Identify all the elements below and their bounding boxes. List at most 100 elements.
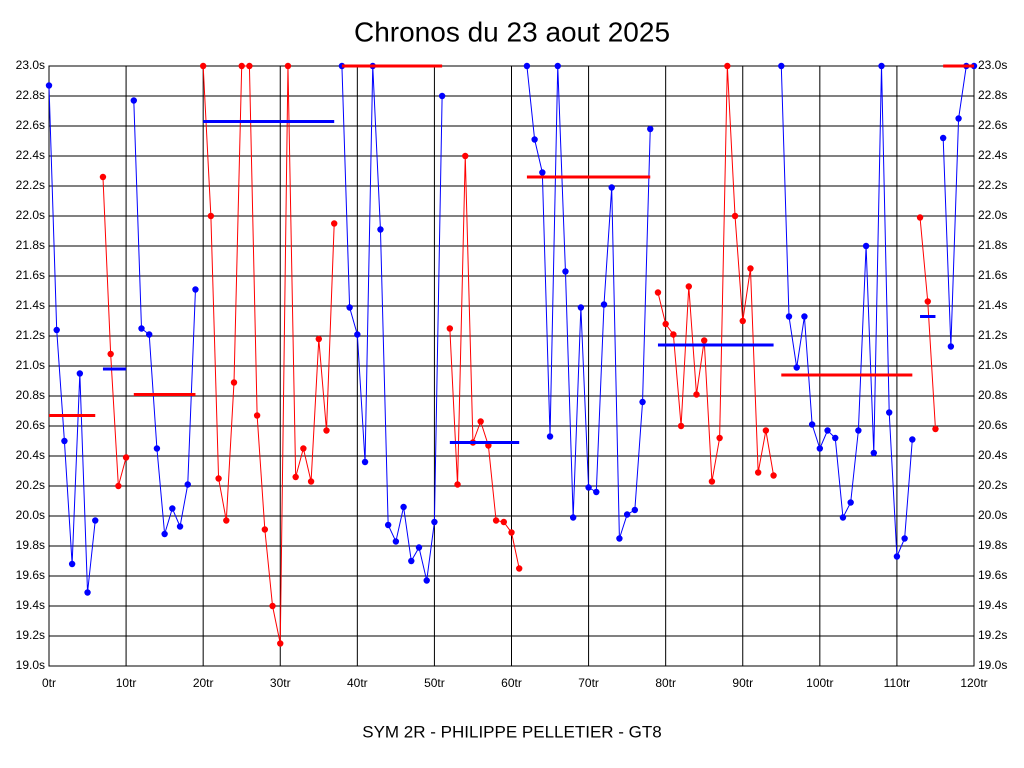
- lap-point: [647, 125, 654, 133]
- y-tick-label: 19.2s: [16, 628, 45, 642]
- lap-point: [677, 422, 685, 430]
- y2-tick-label: 22.8s: [978, 88, 1007, 102]
- lap-point: [847, 499, 854, 506]
- y2-tick-label: 22.0s: [978, 208, 1007, 222]
- lap-point: [423, 577, 430, 584]
- y-tick-label: 22.8s: [16, 88, 45, 102]
- y2-tick-label: 21.8s: [978, 238, 1007, 252]
- lap-point: [500, 518, 507, 526]
- lap-point: [153, 445, 161, 452]
- lap-point: [68, 560, 76, 568]
- lap-point: [384, 521, 392, 529]
- y2-tick-label: 21.0s: [978, 358, 1007, 372]
- x-tick-label: 120tr: [960, 676, 987, 690]
- lap-point: [161, 530, 168, 538]
- lap-point: [400, 503, 407, 511]
- lap-point: [53, 326, 60, 334]
- lap-point: [246, 62, 253, 70]
- lap-point: [824, 427, 831, 434]
- x-tick-label: 100tr: [806, 676, 833, 690]
- y-tick-label: 20.0s: [16, 508, 45, 522]
- x-tick-label: 70tr: [578, 676, 599, 690]
- lap-point: [477, 418, 484, 425]
- lap-point: [639, 398, 646, 406]
- series-line: [102, 176, 127, 487]
- y2-tick-label: 20.2s: [978, 478, 1007, 492]
- x-tick-label: 20tr: [193, 676, 214, 690]
- lap-point: [901, 535, 908, 542]
- lap-point: [253, 412, 261, 419]
- x-tick-label: 40tr: [347, 676, 368, 690]
- y-tick-label: 20.8s: [16, 388, 45, 402]
- lap-point: [277, 640, 284, 647]
- lap-point: [300, 445, 307, 452]
- lap-point: [284, 62, 292, 70]
- lap-point: [539, 169, 546, 176]
- y-tick-label: 20.4s: [16, 448, 45, 462]
- y-tick-label: 19.4s: [16, 598, 45, 612]
- y2-tick-label: 19.0s: [978, 658, 1007, 672]
- y2-tick-label: 19.6s: [978, 568, 1007, 582]
- lap-point: [893, 553, 901, 560]
- y2-tick-label: 20.4s: [978, 448, 1007, 462]
- lap-point: [608, 184, 615, 191]
- lap-point: [623, 511, 631, 518]
- series-line: [202, 65, 335, 644]
- lap-point: [616, 535, 623, 542]
- y2-tick-label: 22.2s: [978, 178, 1007, 192]
- lap-point: [546, 433, 554, 440]
- lap-point: [261, 526, 269, 533]
- series-line: [780, 65, 913, 557]
- lap-point: [693, 391, 700, 398]
- series-line: [657, 65, 775, 482]
- lap-point: [415, 544, 423, 551]
- lap-point: [307, 478, 315, 485]
- x-tick-label: 90tr: [732, 676, 753, 690]
- lap-point: [138, 325, 145, 332]
- lap-point: [323, 427, 330, 434]
- lap-point: [585, 484, 592, 491]
- lap-point: [909, 436, 916, 443]
- lap-point: [523, 62, 531, 70]
- lap-point: [84, 589, 91, 596]
- lap-point: [176, 523, 184, 530]
- lap-point: [361, 458, 369, 466]
- lap-point: [631, 506, 639, 514]
- lap-point: [92, 517, 99, 524]
- y-tick-label: 22.6s: [16, 118, 45, 132]
- lap-point: [778, 62, 785, 70]
- lap-point: [932, 425, 939, 433]
- lap-point: [516, 565, 523, 572]
- lap-point: [338, 62, 346, 70]
- lap-point: [492, 517, 500, 524]
- lap-point: [839, 514, 847, 521]
- lap-point: [99, 173, 107, 181]
- lap-point: [562, 268, 569, 275]
- lap-point: [878, 62, 885, 70]
- lap-point: [223, 517, 230, 524]
- y2-tick-label: 21.2s: [978, 328, 1007, 342]
- lap-point: [816, 445, 824, 452]
- lap-point: [315, 335, 322, 343]
- lap-point: [577, 304, 585, 311]
- lap-point: [654, 289, 662, 296]
- lap-point: [392, 538, 400, 545]
- lap-point: [199, 62, 207, 70]
- lap-point: [115, 482, 122, 490]
- y2-tick-label: 22.6s: [978, 118, 1007, 132]
- lap-point: [61, 437, 68, 445]
- lap-point: [862, 242, 870, 250]
- lap-point: [947, 343, 955, 350]
- y2-tick-label: 19.8s: [978, 538, 1007, 552]
- lap-point: [531, 136, 538, 143]
- lap-point: [670, 331, 677, 338]
- y2-tick-label: 20.0s: [978, 508, 1007, 522]
- lap-point: [408, 557, 415, 565]
- y-tick-label: 19.6s: [16, 568, 45, 582]
- y-tick-label: 22.0s: [16, 208, 45, 222]
- lap-point: [454, 481, 461, 488]
- x-tick-label: 0tr: [42, 676, 56, 690]
- lap-point: [793, 364, 800, 371]
- lap-point: [747, 265, 754, 272]
